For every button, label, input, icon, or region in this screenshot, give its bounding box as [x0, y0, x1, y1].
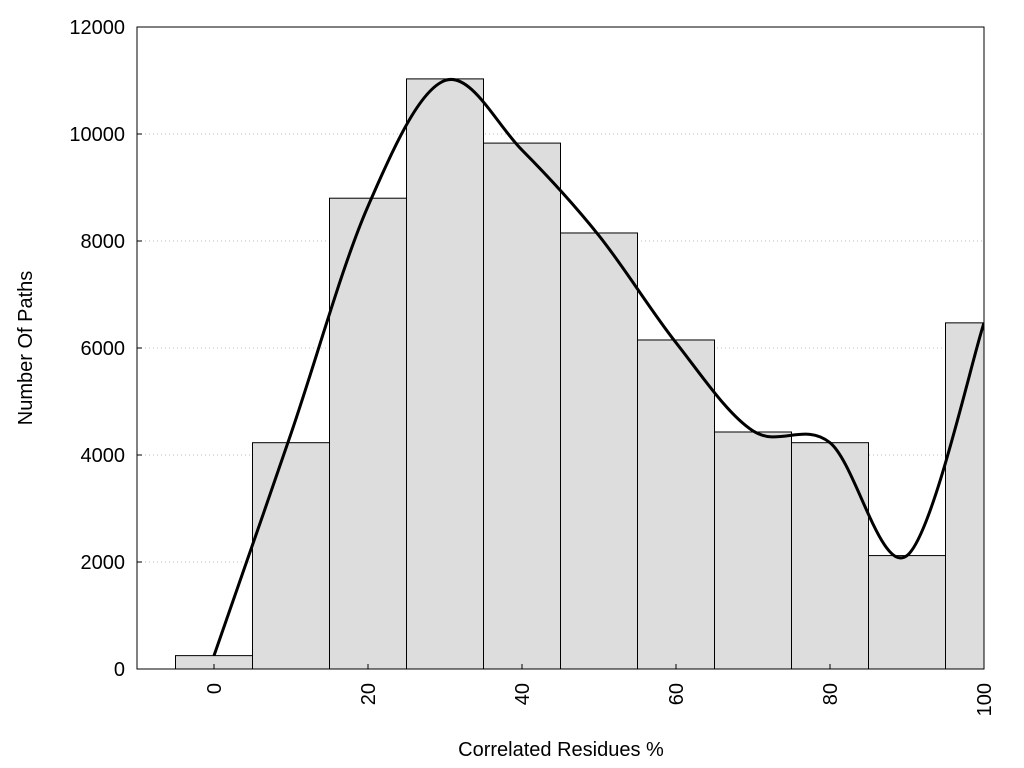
y-tick-label: 10000	[69, 124, 125, 146]
x-tick-label: 0	[204, 683, 226, 694]
y-tick-label: 2000	[81, 552, 126, 574]
y-tick-label: 6000	[81, 338, 126, 360]
x-axis-label: Correlated Residues %	[458, 739, 664, 761]
bar	[406, 78, 484, 669]
bar	[560, 232, 638, 669]
bar	[252, 442, 330, 669]
y-axis-label: Number Of Paths	[15, 271, 37, 426]
x-tick-label: 40	[512, 683, 534, 705]
bar	[945, 322, 984, 669]
x-tick-label: 80	[820, 683, 842, 705]
bar	[791, 442, 869, 669]
y-tick-label: 8000	[81, 231, 126, 253]
x-tick-label: 20	[358, 683, 380, 705]
x-tick-label: 100	[974, 683, 996, 716]
y-tick-label: 0	[114, 659, 125, 681]
bar	[637, 339, 715, 669]
bar	[868, 555, 946, 669]
bar	[714, 431, 792, 669]
y-tick-label: 4000	[81, 445, 126, 467]
density-line	[212, 77, 984, 657]
bar	[329, 197, 407, 669]
x-tick-label: 60	[666, 683, 688, 705]
bar	[483, 142, 561, 669]
y-tick-label: 12000	[69, 17, 125, 39]
